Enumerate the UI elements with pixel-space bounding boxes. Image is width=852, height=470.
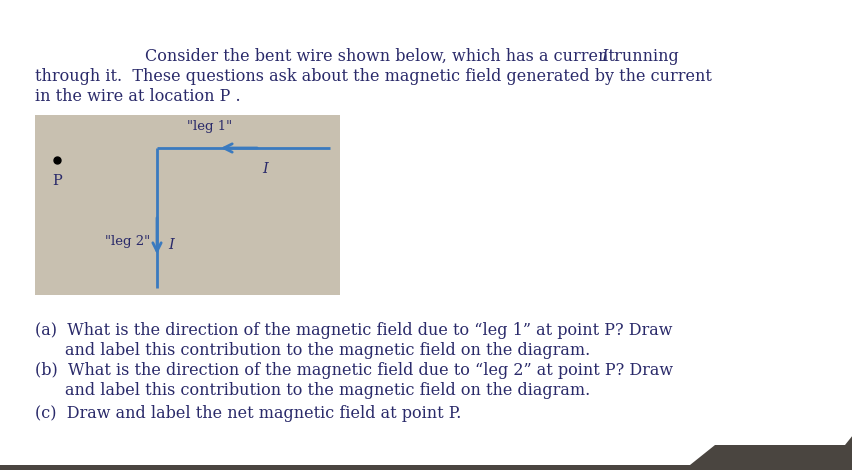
Bar (35, 115, 340, 295)
Text: "leg 1": "leg 1" (187, 120, 233, 133)
Text: I: I (601, 48, 607, 65)
Text: (b)  What is the direction of the magnetic field due to “leg 2” at point P? Draw: (b) What is the direction of the magneti… (35, 362, 672, 379)
Text: (a)  What is the direction of the magnetic field due to “leg 1” at point P? Draw: (a) What is the direction of the magneti… (35, 322, 671, 339)
Text: in the wire at location P .: in the wire at location P . (35, 88, 240, 105)
Text: (c)  Draw and label the net magnetic field at point P.: (c) Draw and label the net magnetic fiel… (35, 405, 461, 422)
Text: and label this contribution to the magnetic field on the diagram.: and label this contribution to the magne… (65, 382, 590, 399)
Text: I: I (262, 162, 268, 176)
Text: "leg 2": "leg 2" (105, 235, 150, 249)
Text: and label this contribution to the magnetic field on the diagram.: and label this contribution to the magne… (65, 342, 590, 359)
Text: through it.  These questions ask about the magnetic field generated by the curre: through it. These questions ask about th… (35, 68, 711, 85)
Text: Consider the bent wire shown below, which has a current: Consider the bent wire shown below, whic… (145, 48, 619, 65)
Text: running: running (608, 48, 678, 65)
Text: P: P (52, 174, 62, 188)
Text: I: I (168, 238, 174, 252)
